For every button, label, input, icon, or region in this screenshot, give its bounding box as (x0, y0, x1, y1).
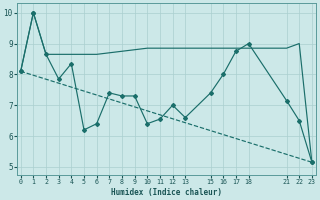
X-axis label: Humidex (Indice chaleur): Humidex (Indice chaleur) (111, 188, 222, 197)
